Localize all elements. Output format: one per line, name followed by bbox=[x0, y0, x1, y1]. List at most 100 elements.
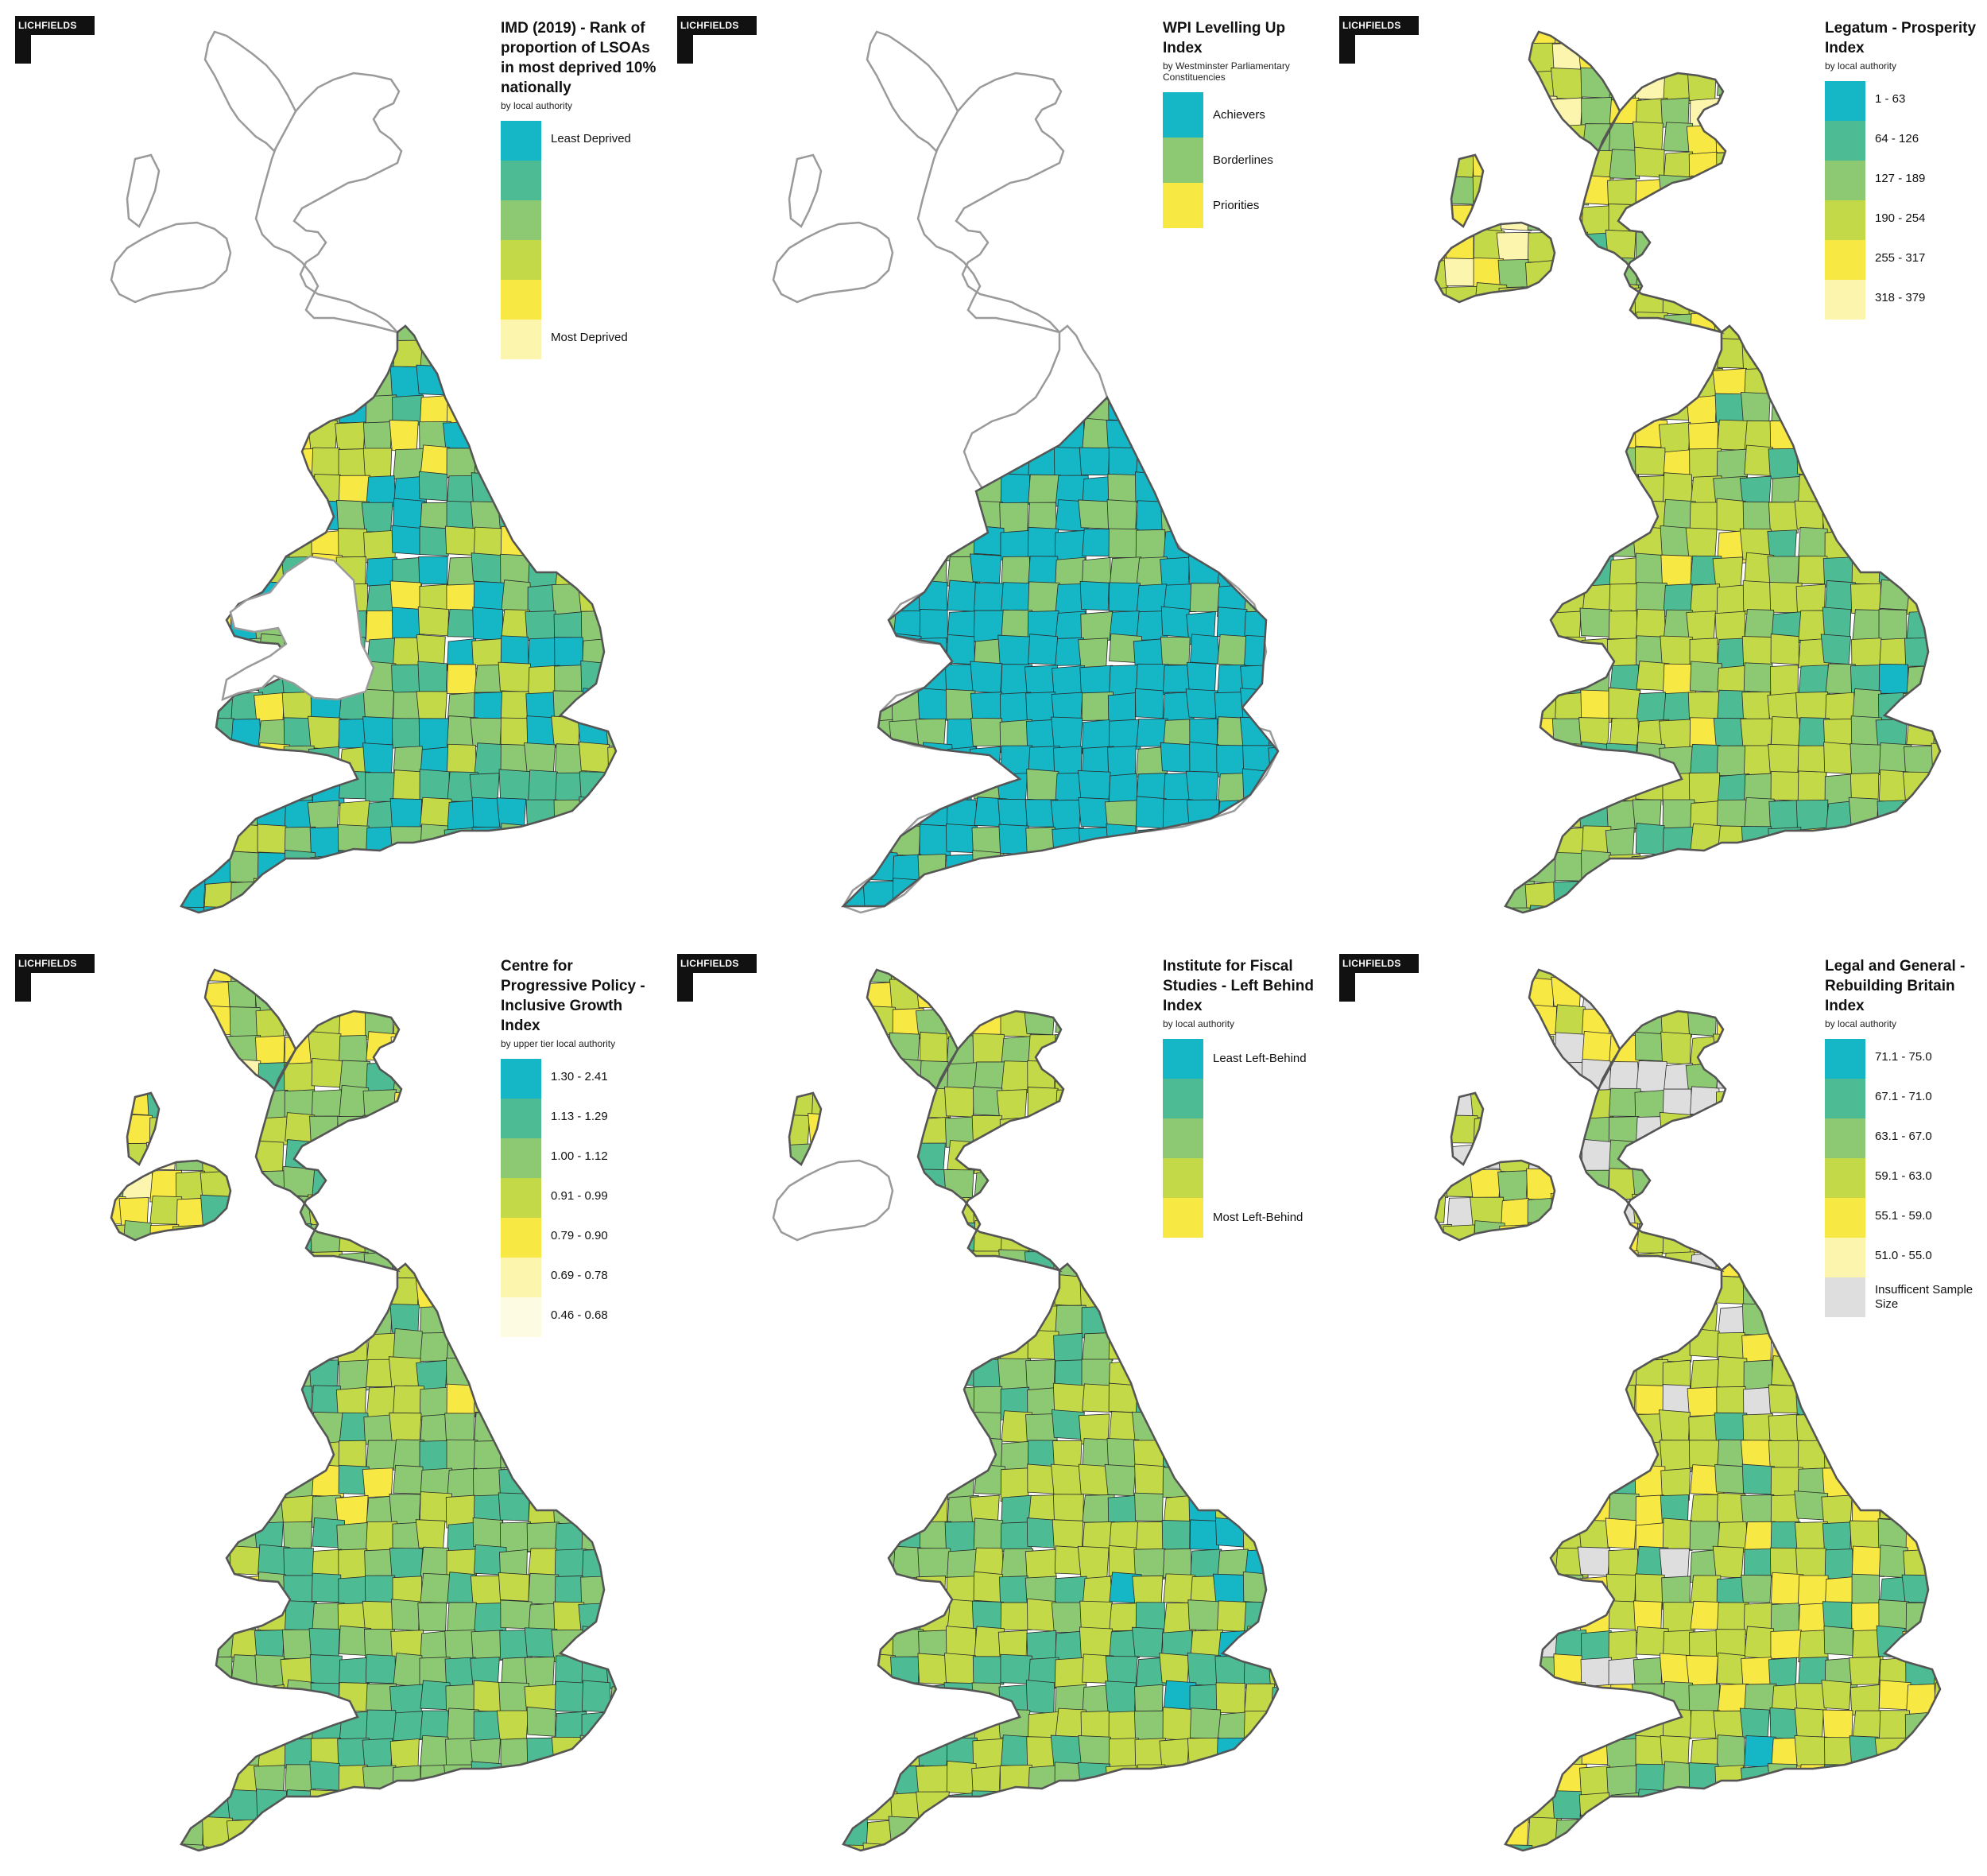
land-outline bbox=[866, 30, 959, 153]
legend-swatch bbox=[1163, 1198, 1203, 1238]
legend-swatch bbox=[1825, 200, 1865, 240]
legend-items: 1.30 - 2.41 1.13 - 1.29 1.00 - 1.12 0.91 - … bbox=[501, 1059, 660, 1337]
legend-label: 0.69 - 0.78 bbox=[551, 1269, 608, 1282]
legend-title: Legal and General - Rebuilding Britain I… bbox=[1825, 958, 1966, 1014]
legend-label: Insufficent Sample Size bbox=[1875, 1283, 1973, 1311]
legend-item: 55.1 - 59.0 bbox=[1825, 1198, 1984, 1238]
legend-item bbox=[501, 240, 660, 280]
legend-lg: Legal and General - Rebuilding Britain I… bbox=[1825, 956, 1984, 1317]
legend-label: Most Deprived bbox=[551, 331, 628, 344]
legend-label: 0.79 - 0.90 bbox=[551, 1229, 608, 1242]
legend-items: 1 - 63 64 - 126 127 - 189 190 - 254 255 - 31… bbox=[1825, 81, 1984, 320]
lichfields-logo: LICHFIELDS bbox=[1339, 954, 1419, 1002]
legend-cpp: Centre for Progressive Policy - Inclusiv… bbox=[501, 956, 660, 1337]
legend-items: Achievers Borderlines Priorities bbox=[1163, 92, 1322, 228]
lichfields-logo: LICHFIELDS bbox=[677, 954, 757, 1002]
legend-swatch bbox=[1163, 92, 1203, 138]
legend-item: 0.79 - 0.90 bbox=[501, 1218, 660, 1258]
coastline bbox=[1578, 1010, 1727, 1273]
panel-imd: LICHFIELDS IMD (2019) - Rank of proporti… bbox=[0, 0, 662, 938]
legend-item: 1 - 63 bbox=[1825, 81, 1984, 121]
legend-label: 318 - 379 bbox=[1875, 291, 1926, 304]
legend-swatch bbox=[501, 1218, 541, 1258]
legend-label: 67.1 - 71.0 bbox=[1875, 1090, 1932, 1103]
legend-subtitle: by Westminster Parliamentary Constituenc… bbox=[1163, 60, 1290, 83]
legend-swatch bbox=[501, 200, 541, 240]
coastline bbox=[1450, 153, 1485, 228]
legend-label: 51.0 - 55.0 bbox=[1875, 1249, 1932, 1262]
legend-swatch bbox=[1163, 1079, 1203, 1118]
legend-label: 1 - 63 bbox=[1875, 92, 1906, 106]
legend-label: 190 - 254 bbox=[1875, 211, 1926, 225]
legend-subtitle: by upper tier local authority bbox=[501, 1038, 616, 1049]
land-outline bbox=[772, 221, 894, 304]
legend-item: Achievers bbox=[1163, 92, 1322, 138]
legend-item: 71.1 - 75.0 bbox=[1825, 1039, 1984, 1079]
panel-legatum: LICHFIELDS Legatum - Prosperity Index by… bbox=[1324, 0, 1986, 938]
coastline bbox=[126, 1091, 161, 1166]
lichfields-logo: LICHFIELDS bbox=[1339, 16, 1419, 64]
coastline bbox=[254, 1010, 403, 1273]
legend-title: WPI Levelling Up Index bbox=[1163, 20, 1286, 56]
uk-map-ifs bbox=[772, 968, 1280, 1852]
legend-swatch bbox=[1825, 1277, 1865, 1317]
legend-item bbox=[501, 280, 660, 320]
panel-wpi: LICHFIELDS WPI Levelling Up Index by Wes… bbox=[662, 0, 1324, 938]
legend-swatch bbox=[1825, 240, 1865, 280]
legend-item: Least Deprived bbox=[501, 121, 660, 161]
legend-label: 1.13 - 1.29 bbox=[551, 1110, 608, 1123]
lichfields-logo: LICHFIELDS bbox=[677, 16, 757, 64]
legend-item: 1.00 - 1.12 bbox=[501, 1138, 660, 1178]
legend-swatch bbox=[1163, 1158, 1203, 1198]
legend-label: Least Left-Behind bbox=[1213, 1052, 1307, 1065]
legend-item: Insufficent Sample Size bbox=[1825, 1277, 1984, 1317]
legend-title: Institute for Fiscal Studies - Left Behi… bbox=[1163, 958, 1314, 1014]
legend-item: 59.1 - 63.0 bbox=[1825, 1158, 1984, 1198]
legend-label: 55.1 - 59.0 bbox=[1875, 1209, 1932, 1223]
legend-item bbox=[501, 200, 660, 240]
land-outline bbox=[772, 1159, 894, 1242]
legend-swatch bbox=[501, 1258, 541, 1297]
land-outline bbox=[788, 153, 823, 228]
legend-item: 1.13 - 1.29 bbox=[501, 1099, 660, 1138]
legend-title: IMD (2019) - Rank of proportion of LSOAs… bbox=[501, 20, 657, 96]
legend-swatch bbox=[1825, 280, 1865, 320]
legend-item bbox=[501, 161, 660, 200]
legend-imd: IMD (2019) - Rank of proportion of LSOAs… bbox=[501, 18, 660, 359]
legend-swatch bbox=[501, 161, 541, 200]
legend-wpi: WPI Levelling Up Index by Westminster Pa… bbox=[1163, 18, 1322, 228]
lichfields-logo: LICHFIELDS bbox=[15, 16, 95, 64]
legend-swatch bbox=[1825, 1079, 1865, 1118]
legend-item: Most Deprived bbox=[501, 320, 660, 359]
legend-label: 63.1 - 67.0 bbox=[1875, 1130, 1932, 1143]
legend-swatch bbox=[1825, 1039, 1865, 1079]
legend-swatch bbox=[501, 1099, 541, 1138]
uk-map-lg bbox=[1434, 968, 1942, 1852]
legend-title: Legatum - Prosperity Index bbox=[1825, 20, 1977, 56]
legend-label: Borderlines bbox=[1213, 153, 1273, 167]
coastline bbox=[1578, 72, 1727, 335]
legend-item: 190 - 254 bbox=[1825, 200, 1984, 240]
legend-label: 255 - 317 bbox=[1875, 251, 1926, 265]
coastline bbox=[110, 1159, 232, 1242]
land-outline bbox=[126, 153, 161, 228]
uk-map-imd bbox=[110, 30, 618, 914]
legend-swatch bbox=[501, 1178, 541, 1218]
legend-item: Least Left-Behind bbox=[1163, 1039, 1322, 1079]
legend-label: Least Deprived bbox=[551, 132, 631, 145]
coastline bbox=[866, 968, 959, 1091]
legend-label: 59.1 - 63.0 bbox=[1875, 1169, 1932, 1183]
coastline bbox=[1504, 324, 1942, 914]
legend-ifs: Institute for Fiscal Studies - Left Behi… bbox=[1163, 956, 1322, 1238]
legend-item: 63.1 - 67.0 bbox=[1825, 1118, 1984, 1158]
legend-item bbox=[1163, 1079, 1322, 1118]
coastline bbox=[203, 968, 297, 1091]
legend-label: 127 - 189 bbox=[1875, 172, 1926, 185]
legend-item: Most Left-Behind bbox=[1163, 1198, 1322, 1238]
legend-swatch bbox=[1825, 1238, 1865, 1277]
legend-subtitle: by local authority bbox=[501, 100, 573, 111]
legend-items: Least Deprived Most Deprived bbox=[501, 121, 660, 359]
legend-subtitle: by local authority bbox=[1825, 60, 1897, 72]
legend-swatch bbox=[501, 121, 541, 161]
coastline bbox=[788, 1091, 823, 1166]
